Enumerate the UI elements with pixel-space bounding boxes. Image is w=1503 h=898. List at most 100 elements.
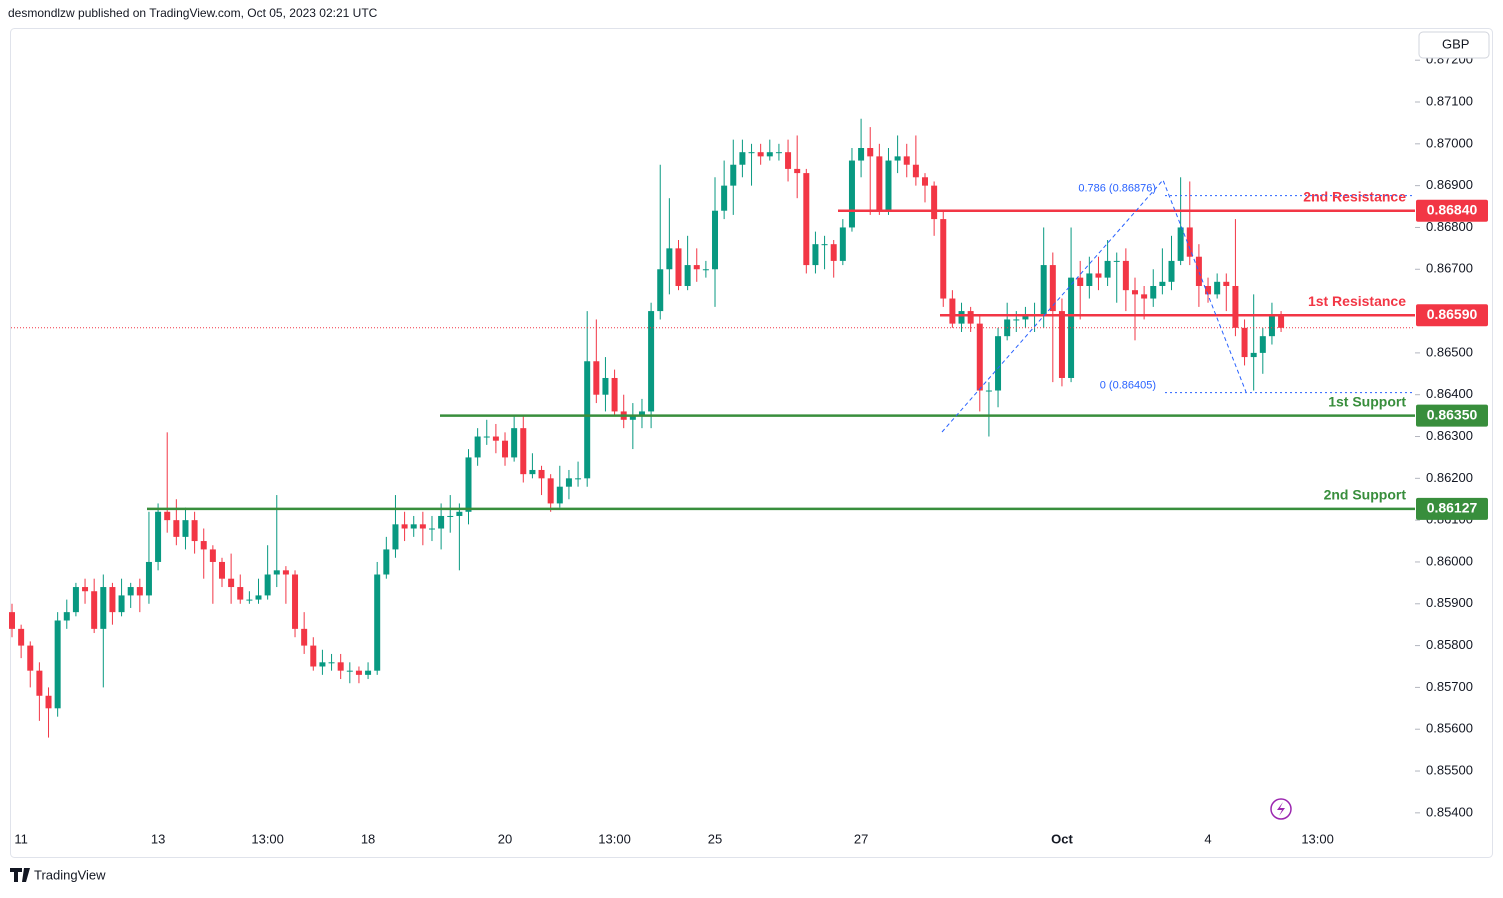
candle-body	[54, 620, 61, 709]
candle-body	[1040, 265, 1047, 316]
candle-body	[967, 311, 974, 324]
candle-body	[1122, 260, 1129, 291]
x-tick-label: 25	[708, 831, 722, 846]
candle-body	[1278, 315, 1285, 328]
candle-body	[27, 645, 34, 671]
y-tick-label: 0.86000	[1426, 553, 1473, 568]
candle-body	[949, 298, 956, 324]
candle-body	[91, 591, 98, 629]
candle-body	[1077, 277, 1084, 286]
candle-body	[301, 628, 308, 646]
candle-body	[1223, 281, 1230, 286]
candle-body	[1095, 273, 1102, 278]
fib-label: 0.786 (0.86876)	[1078, 183, 1156, 195]
fib-label: 0 (0.86405)	[1100, 380, 1156, 392]
logo	[10, 868, 30, 882]
x-tick-label: 27	[854, 831, 868, 846]
candle-body	[775, 152, 782, 154]
candle-body	[502, 440, 509, 458]
candle-body	[292, 574, 299, 629]
candle-body	[1013, 319, 1020, 321]
candle-body	[839, 227, 846, 261]
candle-body	[1241, 327, 1248, 358]
candle-body	[1113, 260, 1120, 262]
candle-body	[931, 185, 938, 220]
candle-body	[173, 520, 180, 537]
candle-body	[657, 269, 664, 312]
candle-body	[164, 511, 171, 521]
candle-body	[474, 436, 481, 458]
level-name: 1st Resistance	[1308, 293, 1406, 309]
alert-bolt	[1277, 802, 1285, 816]
candle-body	[922, 177, 928, 186]
candle-body	[538, 469, 545, 479]
candle-body	[118, 595, 125, 613]
level-box	[1416, 199, 1488, 222]
candle-body	[848, 160, 855, 228]
candle-body	[575, 478, 582, 480]
plot: 0.872000.871000.870000.869000.868000.867…	[9, 52, 1488, 846]
candle-body	[785, 152, 792, 169]
y-tick-label: 0.85800	[1426, 637, 1473, 652]
candle-body	[1049, 265, 1056, 312]
candle-body	[1141, 294, 1148, 299]
x-tick-label: Oct	[1051, 831, 1073, 846]
candle-body	[529, 469, 536, 475]
y-tick-label: 0.85900	[1426, 595, 1473, 610]
candle-body	[867, 148, 874, 157]
candle-body	[638, 411, 645, 416]
y-tick-label: 0.87100	[1426, 93, 1473, 108]
candle-body	[611, 377, 618, 412]
candle-body	[365, 670, 372, 675]
candle-body	[1195, 256, 1202, 286]
candle-body	[63, 612, 70, 621]
candle-body	[155, 511, 162, 562]
candle-body	[1186, 227, 1193, 257]
candle-body	[1131, 290, 1138, 295]
y-tick-label: 0.85700	[1426, 679, 1473, 694]
candle-body	[1232, 285, 1239, 328]
candle-body	[675, 248, 682, 286]
candle-body	[246, 599, 253, 601]
y-tick-label: 0.87000	[1426, 135, 1473, 150]
candle-body	[310, 645, 317, 667]
candle-body	[648, 311, 655, 412]
candle-body	[1177, 227, 1184, 261]
level-box	[1416, 404, 1488, 427]
candle-body	[492, 436, 499, 441]
y-tick-label: 0.85600	[1426, 721, 1473, 736]
x-tick-label: 4	[1204, 831, 1211, 846]
candle-body	[1150, 285, 1157, 299]
candle-body	[565, 478, 572, 487]
candle-body	[766, 152, 773, 157]
candle-body	[1086, 273, 1093, 286]
candle-body	[447, 515, 454, 517]
candle-body	[1250, 352, 1257, 358]
candle-body	[9, 612, 15, 629]
currency-box[interactable]	[1418, 31, 1490, 59]
y-tick-label: 0.86200	[1426, 470, 1473, 485]
y-tick-label: 0.86500	[1426, 344, 1473, 359]
candle-body	[136, 587, 143, 596]
candle-body	[100, 587, 107, 629]
candle-body	[885, 160, 892, 211]
candle-body	[465, 457, 472, 512]
candle-body	[547, 478, 554, 504]
candle-body	[730, 164, 737, 186]
candle-body	[556, 486, 563, 504]
candle-body	[511, 428, 518, 458]
candle-body	[629, 415, 636, 420]
candle-body	[1068, 277, 1075, 378]
candle-body	[940, 219, 947, 299]
level-value: 0.86127	[1427, 500, 1478, 516]
candle-body	[410, 524, 417, 529]
y-tick-label: 0.86400	[1426, 386, 1473, 401]
alert-icon[interactable]	[1270, 798, 1292, 820]
candle-body	[319, 662, 326, 667]
candle-body	[374, 574, 381, 671]
candle-body	[346, 670, 353, 672]
candle-body	[812, 244, 819, 266]
candle-body	[876, 156, 883, 211]
